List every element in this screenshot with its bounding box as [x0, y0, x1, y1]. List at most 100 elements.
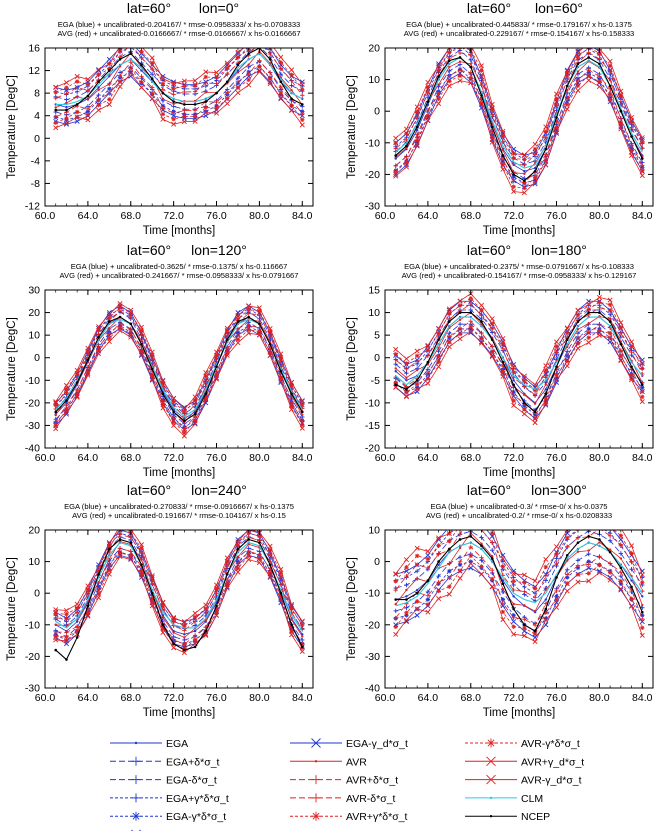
legend-item: EGA — [110, 738, 188, 750]
x-tick-label: 84.0 — [632, 452, 653, 464]
series-ncep — [395, 56, 643, 182]
y-tick-label: 4 — [34, 110, 40, 122]
series-ega — [395, 316, 643, 404]
y-axis-label: Temperature [DegC] — [6, 75, 18, 179]
series-avr-plus-delta — [395, 52, 643, 166]
series-avr-minus-gamma-delta — [395, 326, 643, 419]
legend-label: CLM — [521, 793, 543, 805]
series-ega-minus-gamma-d — [395, 567, 643, 638]
plot-frame — [384, 47, 654, 207]
series-avr-plus-gamma-delta — [55, 530, 303, 627]
y-tick-label: -15 — [365, 420, 380, 432]
y-tick-label: 10 — [28, 556, 40, 568]
y-tick-label: 8 — [34, 88, 40, 100]
chart-panel-5: lat=60° lon=300° EGA (blue) + uncalibrated… — [346, 482, 654, 719]
x-tick-label: 60.0 — [375, 692, 396, 704]
x-tick-label: 68.0 — [121, 692, 142, 704]
x-tick-label: 64.0 — [78, 452, 99, 464]
x-tick-label: 84.0 — [632, 210, 653, 222]
legend-label: AVR+γ_d*σ_t — [521, 756, 584, 768]
y-axis-label: Temperature [DegC] — [346, 317, 358, 421]
series-ncep — [395, 312, 643, 413]
legend-item: EGA-δ*σ_t — [110, 775, 217, 787]
legend-label: EGA-γ_d*σ_t — [346, 738, 408, 750]
x-tick-label: 72.0 — [503, 692, 524, 704]
series-avr-plus-delta — [55, 48, 303, 99]
legend-label: EGA+δ*σ_t — [166, 756, 220, 768]
y-tick-label: 0 — [374, 556, 380, 568]
panel-title-lat: lat=60° — [127, 0, 171, 16]
x-tick-label: 64.0 — [418, 692, 439, 704]
series-avr-minus-gamma-delta — [55, 552, 303, 650]
x-tick-label: 68.0 — [121, 452, 142, 464]
series-ega-plus-gamma-delta — [55, 532, 303, 626]
panel-subtitle-ega: EGA (blue) + uncalibrated-0.445833/ * rm… — [406, 20, 632, 29]
plot-frame — [384, 289, 654, 449]
legend-label: AVR-γ*δ*σ_t — [521, 738, 580, 750]
series-ncep — [55, 538, 303, 661]
series-avr-minus-gamma-d — [55, 330, 303, 437]
y-axis-label: Temperature [DegC] — [346, 557, 358, 661]
x-tick-label: 64.0 — [78, 210, 99, 222]
plot-frame — [384, 529, 654, 689]
series-ncep — [395, 535, 643, 632]
plot-frame — [44, 529, 314, 689]
y-tick-label: -4 — [31, 155, 40, 167]
x-tick-label: 80.0 — [249, 452, 270, 464]
x-tick-label: 72.0 — [163, 210, 184, 222]
x-tick-label: 80.0 — [589, 210, 610, 222]
x-axis-label: Time [months] — [143, 467, 215, 479]
y-tick-label: 10 — [368, 74, 380, 86]
y-tick-label: -5 — [371, 375, 380, 387]
panel-title-lat: lat=60° — [467, 0, 511, 16]
x-tick-label: 84.0 — [292, 210, 313, 222]
series-avr-minus-delta — [395, 69, 643, 183]
y-tick-label: -40 — [365, 683, 380, 695]
series-ega-minus-delta — [55, 547, 303, 641]
legend-label: EGA — [166, 738, 188, 750]
y-tick-label: -40 — [25, 443, 40, 455]
x-tick-label: 68.0 — [461, 692, 482, 704]
series-clm — [395, 56, 643, 169]
panel-title-lon: lon=240° — [191, 482, 247, 498]
chart-panel-2: lat=60° lon=120° EGA (blue) + uncalibrated… — [6, 242, 314, 479]
y-tick-label: -20 — [25, 397, 40, 409]
panel-title-lon: lon=0° — [199, 0, 239, 16]
y-axis-label: Temperature [DegC] — [346, 75, 358, 179]
y-tick-label: 0 — [34, 588, 40, 600]
x-tick-label: 64.0 — [418, 210, 439, 222]
series-ega-minus-gamma-d — [395, 72, 643, 188]
x-tick-label: 76.0 — [206, 452, 227, 464]
y-tick-label: -8 — [31, 178, 40, 190]
series-avr-plus-gamma-d — [395, 48, 643, 156]
y-axis-label: Temperature [DegC] — [6, 317, 18, 421]
chart-panel-1: lat=60° lon=60° EGA (blue) + uncalibrated-… — [346, 0, 654, 237]
x-tick-label: 60.0 — [35, 452, 56, 464]
series-ncep — [55, 48, 303, 111]
y-tick-label: -10 — [365, 137, 380, 149]
y-tick-label: -20 — [365, 443, 380, 455]
legend-item: AVR+γ_d*σ_t — [465, 756, 584, 768]
series-ega-minus-delta — [55, 60, 303, 116]
panel-title-lat: lat=60° — [127, 242, 171, 258]
x-tick-label: 60.0 — [375, 210, 396, 222]
y-tick-label: 0 — [34, 352, 40, 364]
x-tick-label: 76.0 — [546, 692, 567, 704]
x-tick-label: 72.0 — [503, 452, 524, 464]
series-avr-plus-gamma-d — [55, 302, 303, 410]
y-tick-label: -30 — [365, 201, 380, 213]
x-tick-label: 76.0 — [546, 452, 567, 464]
y-tick-label: -10 — [25, 619, 40, 631]
panel-subtitle-avg: AVG (red) + uncalibrated-0.229167/ * rms… — [404, 29, 635, 38]
x-tick-label: 76.0 — [546, 210, 567, 222]
y-tick-label: -30 — [25, 683, 40, 695]
y-tick-label: -20 — [365, 169, 380, 181]
series-avr-plus-gamma-d — [395, 293, 643, 386]
y-tick-label: 0 — [34, 133, 40, 145]
series-avr-plus-delta — [55, 534, 303, 631]
series-ega-plus-delta — [395, 49, 643, 165]
y-tick-label: 10 — [28, 330, 40, 342]
x-tick-label: 72.0 — [163, 692, 184, 704]
y-tick-label: 10 — [368, 525, 380, 537]
y-tick-label: 0 — [374, 106, 380, 118]
